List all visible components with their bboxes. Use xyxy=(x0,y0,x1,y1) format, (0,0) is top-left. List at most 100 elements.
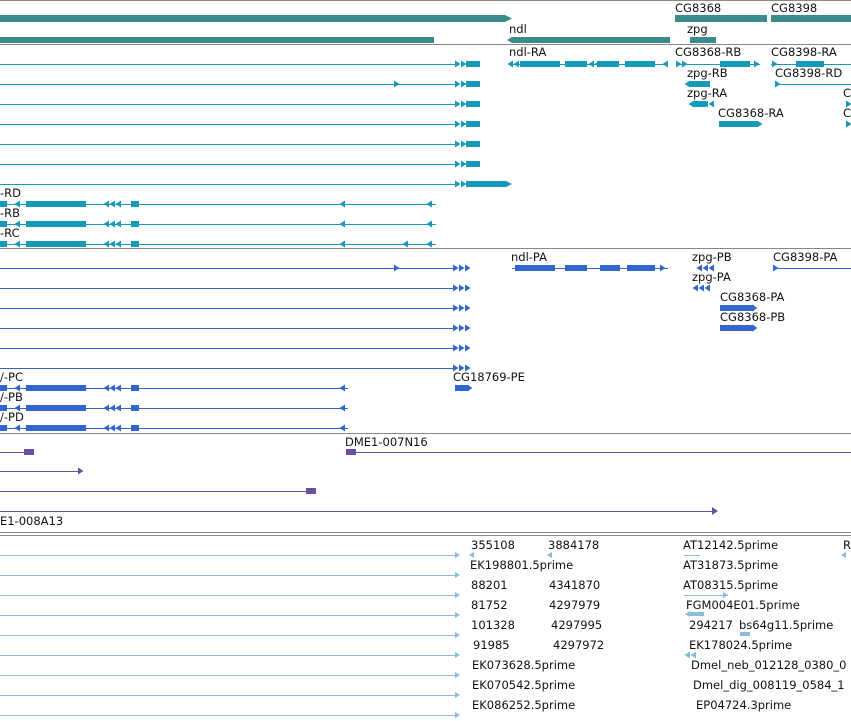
gene-bar-zpg xyxy=(690,37,716,43)
strand-arrow-right xyxy=(453,304,459,312)
exon-box xyxy=(26,425,86,431)
exon-box xyxy=(627,265,655,271)
strand-arrow-right xyxy=(461,60,467,68)
mrna-label-cg8398-ra[interactable]: CG8398-RA xyxy=(771,45,837,59)
strand-arrow-right xyxy=(461,120,467,128)
mrna-label-c-2[interactable]: C xyxy=(843,106,851,120)
exon-box xyxy=(466,61,480,67)
strand-arrow-right xyxy=(846,100,851,108)
strand-arrow-right xyxy=(682,60,688,68)
cds-label-cg8368-pb[interactable]: CG8368-PB xyxy=(720,310,786,324)
est-label-ek086252[interactable]: EK086252.5prime xyxy=(472,698,576,712)
mrna-label-rd[interactable]: -RD xyxy=(0,186,21,200)
cds-label-cg18769-pe[interactable]: CG18769-PE xyxy=(453,370,525,384)
mrna-label-rc[interactable]: -RC xyxy=(0,226,20,240)
exon-box xyxy=(720,305,754,311)
est-label-bs64g11[interactable]: bs64g11.5prime xyxy=(739,618,834,632)
cds-label-pb[interactable]: /-PB xyxy=(0,390,23,404)
strand-arrow-right xyxy=(459,304,465,312)
est-label-dmel-neb[interactable]: Dmel_neb_012128_0380_0 xyxy=(691,658,847,672)
mrna-label-zpg-ra[interactable]: zpg-RA xyxy=(687,86,728,100)
strand-arrow-left xyxy=(702,264,708,272)
est-label-3884178[interactable]: 3884178 xyxy=(548,538,600,552)
exon-box xyxy=(0,405,7,411)
mrna-label-rb[interactable]: -RB xyxy=(0,206,21,220)
exon-box xyxy=(131,425,139,431)
mrna-label-cg8368-ra[interactable]: CG8368-RA xyxy=(718,106,784,120)
cds-label-zpg-pa[interactable]: zpg-PA xyxy=(692,270,731,284)
mrna-label-cg8398-rd[interactable]: CG8398-RD xyxy=(775,66,843,80)
est-label-at31873[interactable]: AT31873.5prime xyxy=(683,558,779,572)
est-label-81752[interactable]: 81752 xyxy=(471,598,508,612)
est-label-ek070542[interactable]: EK070542.5prime xyxy=(472,678,576,692)
strand-arrow-left xyxy=(109,424,115,432)
strand-arrow-left xyxy=(841,552,846,558)
est-label-ek178024[interactable]: EK178024.5prime xyxy=(689,638,793,652)
mrna-label-cg8368-rb[interactable]: CG8368-RB xyxy=(675,45,742,59)
est-label-r[interactable]: R xyxy=(843,538,851,552)
exon-box xyxy=(466,161,480,167)
est-label-88201[interactable]: 88201 xyxy=(471,578,508,592)
cds-label-cg8398-pa[interactable]: CG8398-PA xyxy=(773,250,838,264)
clone-label-e1-008a13[interactable]: E1-008A13 xyxy=(0,514,64,528)
strand-arrow-right xyxy=(461,80,467,88)
cds-label-zpg-pb[interactable]: zpg-PB xyxy=(692,250,732,264)
strand-arrow-left xyxy=(708,264,714,272)
gene-label-cg8368[interactable]: CG8368 xyxy=(675,1,722,15)
strand-arrow-left xyxy=(513,60,519,68)
cds-label-ndl-pa[interactable]: ndl-PA xyxy=(511,250,547,264)
strand-arrow-left xyxy=(103,404,109,412)
exon-box xyxy=(694,101,706,107)
cds-label-pc[interactable]: /-PC xyxy=(0,370,23,384)
exon-box xyxy=(0,385,7,391)
est-label-at12142[interactable]: AT12142.5prime xyxy=(683,538,779,552)
clone-label-dme1-007n16[interactable]: DME1-007N16 xyxy=(345,435,428,449)
est-label-4297979[interactable]: 4297979 xyxy=(549,598,601,612)
exon-box xyxy=(625,61,655,67)
strand-arrow-left xyxy=(115,240,121,248)
exon-box xyxy=(466,121,480,127)
strand-arrow-right xyxy=(465,264,471,272)
est-label-355108[interactable]: 355108 xyxy=(471,538,515,552)
est-label-4341870[interactable]: 4341870 xyxy=(549,578,601,592)
gene-label-cg8398[interactable]: CG8398 xyxy=(771,1,818,15)
est-label-ek198801[interactable]: EK198801.5prime xyxy=(470,558,574,572)
mrna-label-c-1[interactable]: C xyxy=(843,86,851,100)
cds-label-cg8368-pa[interactable]: CG8368-PA xyxy=(720,290,785,304)
gene-label-ndl[interactable]: ndl xyxy=(509,22,527,36)
strand-arrow-left xyxy=(109,384,115,392)
strand-arrow-right xyxy=(757,120,763,128)
gene-bar xyxy=(0,15,505,22)
mrna-label-ndl-ra[interactable]: ndl-RA xyxy=(509,45,547,59)
strand-arrow-right xyxy=(394,264,400,272)
exon-box xyxy=(565,265,587,271)
mrna-label-zpg-rb[interactable]: zpg-RB xyxy=(687,66,728,80)
est-label-91985[interactable]: 91985 xyxy=(473,638,510,652)
cds-label-pd[interactable]: /-PD xyxy=(0,410,24,424)
est-label-4297972[interactable]: 4297972 xyxy=(553,638,605,652)
est-label-294217[interactable]: 294217 xyxy=(689,618,733,632)
est-label-101328[interactable]: 101328 xyxy=(471,618,515,632)
strand-arrow-left xyxy=(692,284,698,292)
est-label-4297995[interactable]: 4297995 xyxy=(551,618,603,632)
strand-arrow-right xyxy=(465,284,471,292)
strand-arrow-right xyxy=(775,80,781,88)
est-label-ek073628[interactable]: EK073628.5prime xyxy=(472,658,576,672)
est-label-at08315[interactable]: AT08315.5prime xyxy=(683,578,779,592)
est-label-ep04724[interactable]: EP04724.3prime xyxy=(696,698,792,712)
est-label-dmel-dig[interactable]: Dmel_dig_008119_0584_1 xyxy=(693,678,845,692)
est-label-fgm004e01[interactable]: FGM004E01.5prime xyxy=(686,598,800,612)
strand-arrow-right xyxy=(453,284,459,292)
strand-arrow-left xyxy=(339,240,345,248)
exon-box xyxy=(597,61,619,67)
gene-bar-cg8368 xyxy=(675,15,767,22)
strand-arrow-right xyxy=(752,324,758,332)
exon-box xyxy=(720,325,754,331)
strand-arrow-right xyxy=(459,264,465,272)
exon-box xyxy=(520,61,560,67)
gene-label-zpg[interactable]: zpg xyxy=(687,22,708,36)
strand-arrow-right xyxy=(676,60,682,68)
exon-box xyxy=(26,221,86,227)
strand-arrow-right xyxy=(461,140,467,148)
exon-box xyxy=(470,181,506,187)
